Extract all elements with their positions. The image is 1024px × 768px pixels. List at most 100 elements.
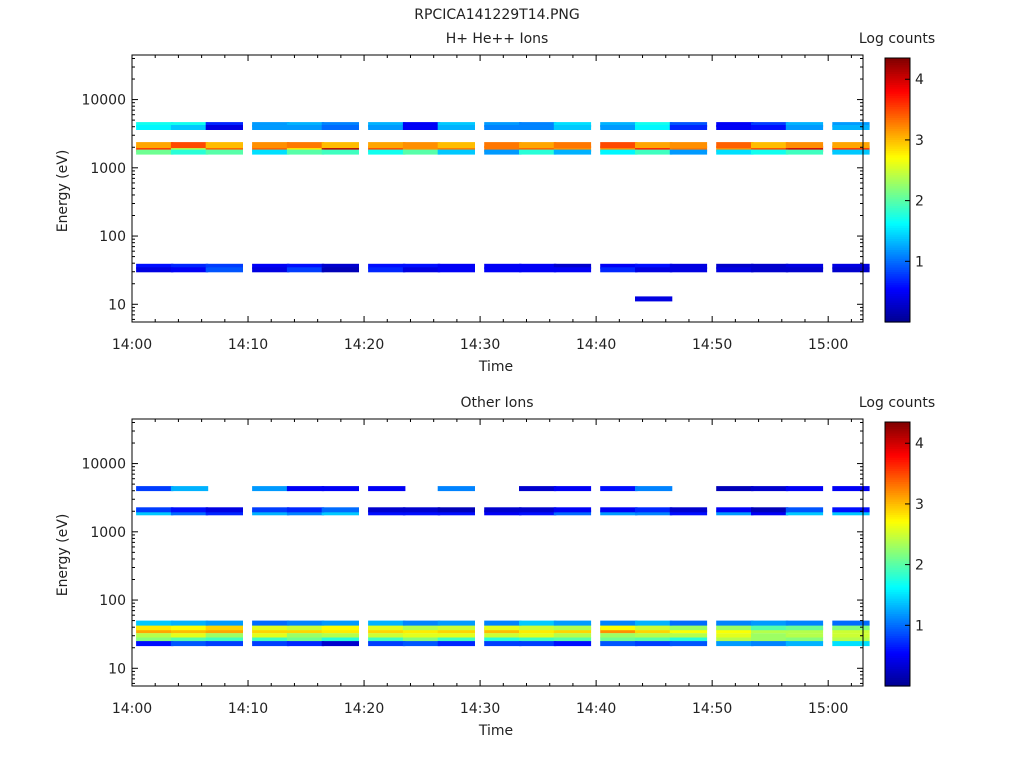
heatmap-cells (136, 122, 870, 302)
heatmap-cell (751, 267, 789, 273)
heatmap-cell (716, 122, 754, 128)
colorbar: 1 2 3 4 (884, 421, 924, 687)
heatmap-cell (286, 145, 325, 152)
colorbar-swatch (885, 615, 910, 619)
heatmap-cell (321, 486, 359, 492)
heatmap-cell (519, 267, 557, 273)
heatmap-cell (785, 507, 824, 513)
colorbar-swatch (885, 657, 910, 661)
heatmap-cell (635, 624, 673, 631)
heatmap-cell (205, 624, 243, 631)
heatmap-cell (170, 633, 209, 639)
heatmap-cell (437, 263, 475, 269)
heatmap-cell (832, 267, 870, 273)
colorbar-swatch (885, 247, 910, 250)
colorbar-swatch (885, 677, 910, 680)
colorbar-swatch (885, 637, 910, 641)
colorbar-swatch (885, 102, 910, 105)
heatmap-cell (600, 267, 638, 273)
heatmap-cell (252, 267, 290, 273)
colorbar-swatch (885, 242, 910, 246)
colorbar-swatch (885, 569, 910, 573)
heatmap-cell (716, 637, 754, 643)
colorbar-swatch (885, 490, 910, 493)
heatmap-cell (252, 145, 290, 152)
colorbar-swatch (885, 532, 910, 535)
heatmap-cell (751, 507, 789, 513)
colorbar-swatch (885, 115, 910, 118)
colorbar-swatch (885, 584, 910, 588)
colorbar-swatch (885, 639, 910, 643)
heatmap-cell (321, 122, 359, 128)
colorbar-swatch (885, 302, 910, 305)
heatmap-cell (832, 620, 870, 626)
colorbar-swatch (885, 477, 910, 480)
colorbar-swatch (885, 547, 910, 551)
colorbar-swatch (885, 280, 910, 283)
y-tick-label: 10 (108, 297, 126, 313)
heatmap-cell (669, 267, 708, 273)
heatmap-cell (286, 142, 325, 149)
colorbar-swatch (885, 472, 910, 476)
colorbar-swatch (885, 75, 910, 79)
colorbar-swatch (885, 433, 910, 436)
heatmap-cell (669, 263, 708, 269)
colorbar-swatch (885, 159, 910, 162)
heatmap-cell (553, 633, 592, 639)
panel-1-title: H+ He++ Ions (446, 31, 549, 47)
heatmap-cell (669, 142, 708, 149)
heatmap-cell (519, 486, 557, 492)
colorbar-swatch (885, 150, 910, 154)
colorbar-swatch (885, 99, 910, 103)
heatmap-cell (716, 263, 754, 269)
colorbar-swatch (885, 168, 910, 171)
colorbar-swatch (885, 661, 910, 665)
panel-1-ylabel: Energy (eV) (55, 150, 71, 233)
heatmap-cell (252, 641, 290, 647)
colorbar-swatch (885, 642, 910, 645)
heatmap-cell (751, 633, 789, 639)
colorbar-swatch (885, 165, 910, 169)
colorbar-swatch (885, 139, 910, 143)
colorbar-swatch (885, 58, 910, 61)
colorbar-swatch (885, 534, 910, 537)
heatmap-cell (785, 620, 824, 626)
colorbar-swatch (885, 426, 910, 430)
colorbar-swatch (885, 179, 910, 182)
heatmap-cell (484, 263, 522, 269)
heatmap-cell (484, 142, 522, 149)
heatmap-cell (170, 637, 209, 643)
heatmap-cell (519, 507, 557, 513)
heatmap-cell (368, 624, 406, 631)
heatmap-cell (136, 267, 174, 273)
colorbar-swatch (885, 148, 910, 151)
x-tick-label: 14:10 (228, 701, 268, 717)
heatmap-cell (484, 510, 522, 516)
colorbar-swatch (885, 185, 910, 189)
colorbar-swatch (885, 653, 910, 656)
heatmap-cell (519, 620, 557, 626)
colorbar-swatch (885, 567, 910, 570)
colorbar-swatch (885, 628, 910, 632)
heatmap-cell (368, 507, 406, 513)
colorbar-swatch (885, 216, 910, 220)
colorbar-swatch (885, 269, 910, 272)
heatmap-cell (437, 641, 475, 647)
heatmap-cell (600, 149, 638, 155)
colorbar-swatch (885, 668, 910, 672)
colorbar-swatch (885, 110, 910, 114)
heatmap-cell (669, 620, 708, 626)
x-tick-label: 14:10 (228, 337, 268, 353)
colorbar-swatch (885, 220, 910, 224)
colorbar-swatch (885, 527, 910, 531)
heatmap-cell (785, 486, 824, 492)
colorbar-swatch (885, 146, 910, 149)
heatmap-cell (716, 624, 754, 631)
heatmap-cell (402, 637, 441, 643)
colorbar-swatch (885, 474, 910, 478)
heatmap-cell (785, 142, 824, 149)
colorbar-tick-label: 3 (915, 497, 924, 513)
heatmap-cell (669, 125, 708, 130)
heatmap-cell (402, 125, 441, 130)
colorbar-swatch (885, 545, 910, 548)
